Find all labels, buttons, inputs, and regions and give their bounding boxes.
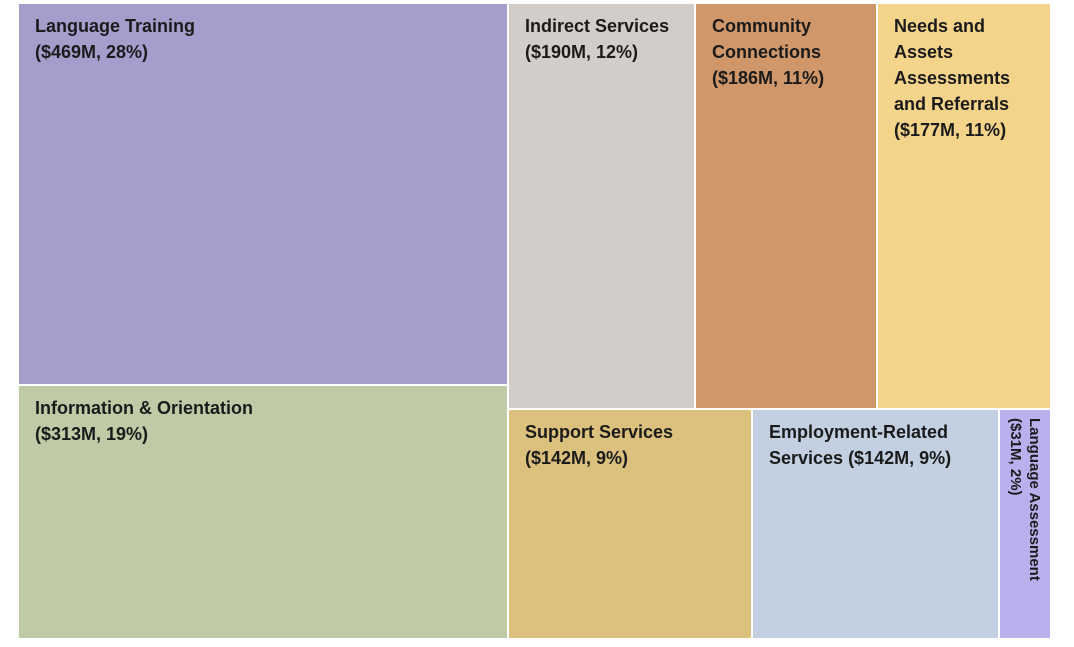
tile-label-line: ($31M, 2%) <box>1007 418 1024 496</box>
tile-label: Community Connections ($186M, 11%) <box>712 13 868 91</box>
tile-label-line: Needs and <box>894 16 986 36</box>
tile-language-training: Language Training ($469M, 28%) <box>18 3 508 385</box>
tile-label-line: ($469M, 28%) <box>35 42 149 62</box>
tile-label: Employment-Related Services ($142M, 9%) <box>769 419 990 471</box>
tile-label-line: and Referrals <box>894 94 1010 114</box>
tile-label-line: Assets <box>894 42 954 62</box>
tile-indirect-services: Indirect Services ($190M, 12%) <box>508 3 695 409</box>
tile-label-line: Services ($142M, 9%) <box>769 448 952 468</box>
tile-label-line: Support Services <box>525 422 674 442</box>
tile-needs-assets-assessments: Needs and Assets Assessments and Referrals (… <box>877 3 1051 409</box>
tile-label: Information & Orientation ($313M, 19%) <box>35 395 499 447</box>
tile-label: Needs and Assets Assessments and Referrals (… <box>894 13 1042 143</box>
tile-label-line: ($186M, 11%) <box>712 68 825 88</box>
tile-label: Support Services ($142M, 9%) <box>525 419 743 471</box>
tile-label: Language Training ($469M, 28%) <box>35 13 499 65</box>
tile-label-line: Assessments <box>894 68 1011 88</box>
tile-employment-related-services: Employment-Related Services ($142M, 9%) <box>752 409 999 639</box>
tile-label-line: Language Training <box>35 16 196 36</box>
tile-support-services: Support Services ($142M, 9%) <box>508 409 752 639</box>
tile-community-connections: Community Connections ($186M, 11%) <box>695 3 877 409</box>
tile-label-line: Employment-Related <box>769 422 949 442</box>
tile-label-line: Connections <box>712 42 822 62</box>
tile-label: Indirect Services ($190M, 12%) <box>525 13 686 65</box>
tile-label: Language Assessment ($31M, 2%) <box>1006 418 1044 581</box>
tile-label-line: ($142M, 9%) <box>525 448 629 468</box>
tile-label-line: ($313M, 19%) <box>35 424 149 444</box>
tile-information-orientation: Information & Orientation ($313M, 19%) <box>18 385 508 639</box>
tile-label-line: Language Assessment <box>1026 418 1043 581</box>
tile-label-line: Community <box>712 16 811 36</box>
tile-label-line: Indirect Services <box>525 16 670 36</box>
tile-label-line: ($177M, 11%) <box>894 120 1007 140</box>
tile-label-line: ($190M, 12%) <box>525 42 639 62</box>
treemap-chart: Language Training ($469M, 28%) Information… <box>18 3 1051 639</box>
tile-label-line: Information & Orientation <box>35 398 253 418</box>
tile-language-assessment: Language Assessment ($31M, 2%) <box>999 409 1051 639</box>
